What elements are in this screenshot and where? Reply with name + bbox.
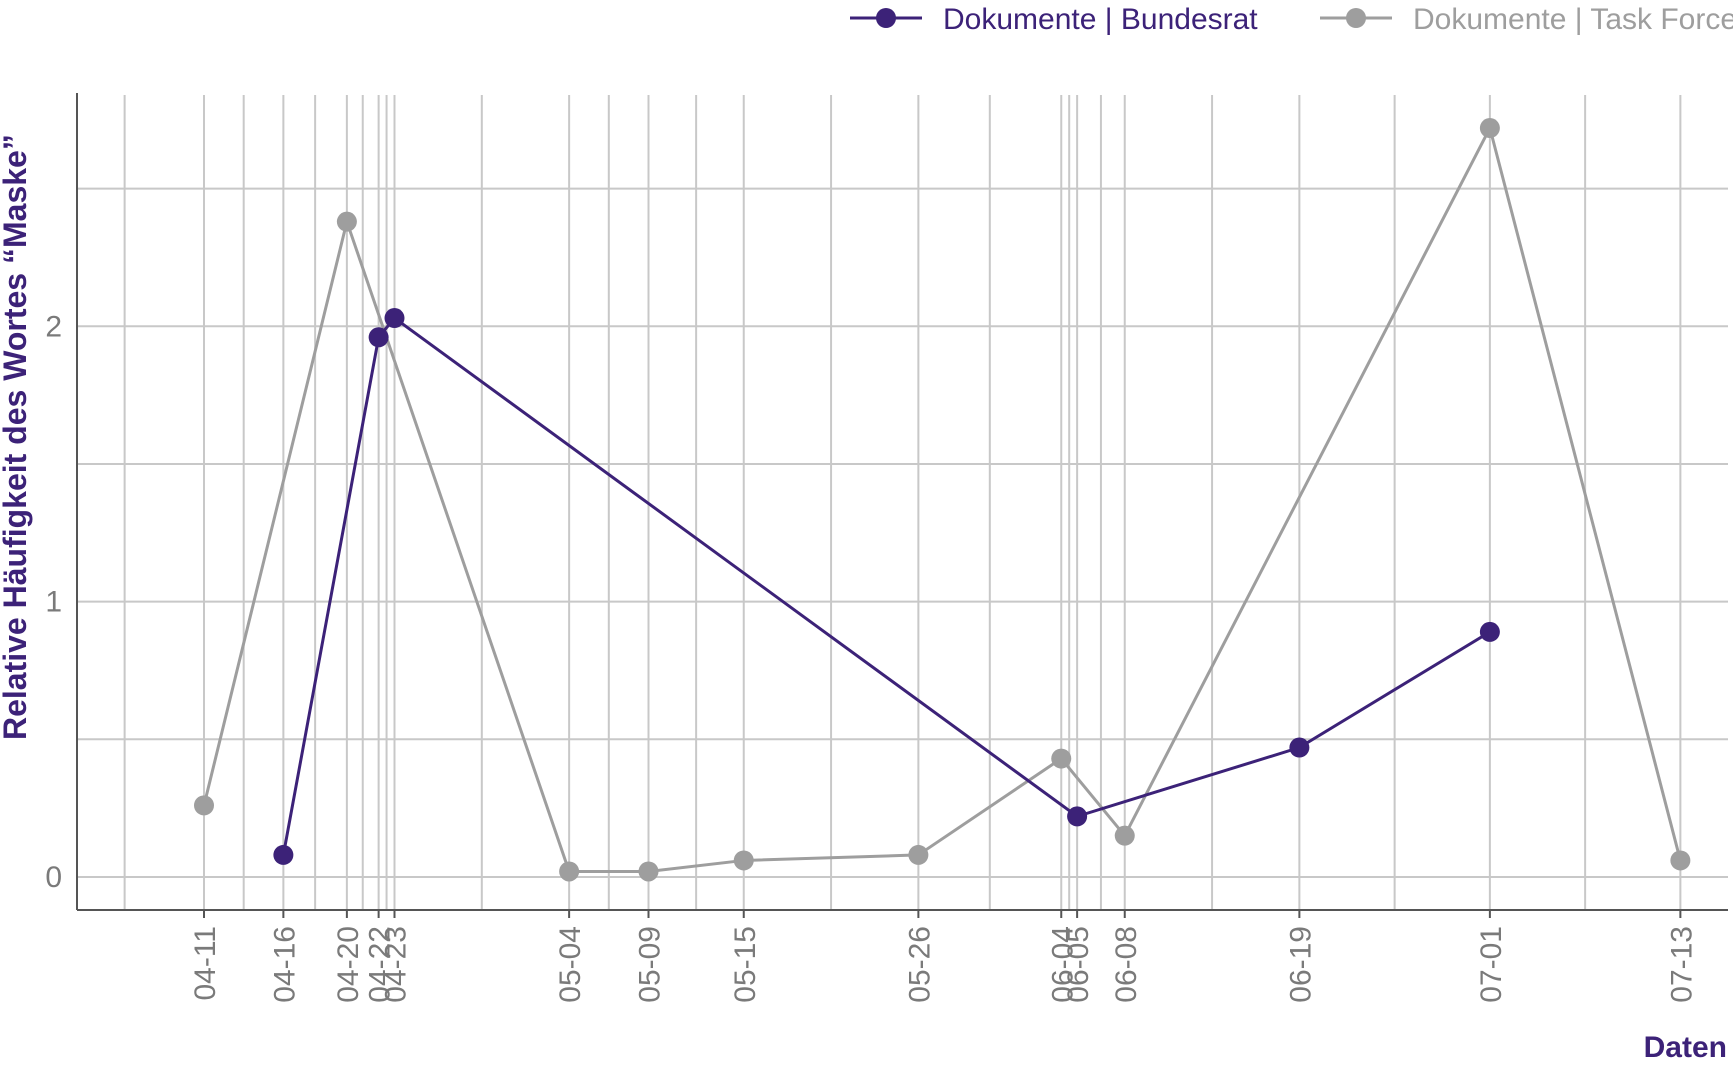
x-tick-label: 04-11 [189,926,222,1001]
x-tick-label: 06-05 [1062,926,1095,1003]
y-tick-label: 0 [45,861,62,894]
data-point [336,211,357,232]
series-line [202,123,1682,873]
data-point [1114,825,1135,846]
data-point [908,844,929,865]
data-point [194,795,214,816]
legend-label: Dokumente | Task Force [1413,3,1733,36]
x-axis-label: Daten [1644,1031,1727,1064]
x-tick-label: 05-15 [729,926,762,1003]
data-point [273,844,294,865]
series-line [281,315,1491,856]
data-point [559,861,580,882]
x-tick-label: 06-08 [1110,926,1143,1003]
x-tick-label: 04-16 [268,926,301,1003]
data-point [368,327,389,348]
x-tick-label: 05-09 [634,926,667,1003]
data-point [1479,621,1500,642]
data-point [638,861,659,882]
data-point [1479,118,1500,139]
legend-marker [876,8,896,28]
x-tick-label: 05-26 [903,926,936,1003]
data-point [1289,737,1310,758]
x-tick-label: 04-20 [332,926,365,1003]
x-tick-label: 04-22 [364,926,397,1003]
x-tick-label: 07-13 [1665,926,1698,1003]
x-tick-label: 05-04 [554,926,587,1003]
legend: Dokumente | Bundesrat Dokumente | Task Fo… [850,3,1733,36]
y-tick-label: 2 [45,310,62,343]
x-tick-label: 07-01 [1475,926,1508,1003]
legend-label: Dokumente | Bundesrat [943,3,1258,36]
data-point [1067,806,1088,827]
data-point [1051,748,1072,769]
y-tick-label: 1 [45,586,62,619]
legend-marker [1346,8,1366,28]
x-tick-label: 06-19 [1284,926,1317,1003]
grid [77,95,1728,910]
y-axis-label: Relative Häufigkeit des Wortes “Maske” [0,134,33,740]
axes [76,93,1728,918]
data-point [384,308,405,329]
x-tick-label: 06-04 [1046,926,1079,1003]
data-point [1670,850,1691,871]
series-layer [194,118,1691,882]
x-tick-label: 04-23 [380,926,413,1003]
data-point [733,850,754,871]
